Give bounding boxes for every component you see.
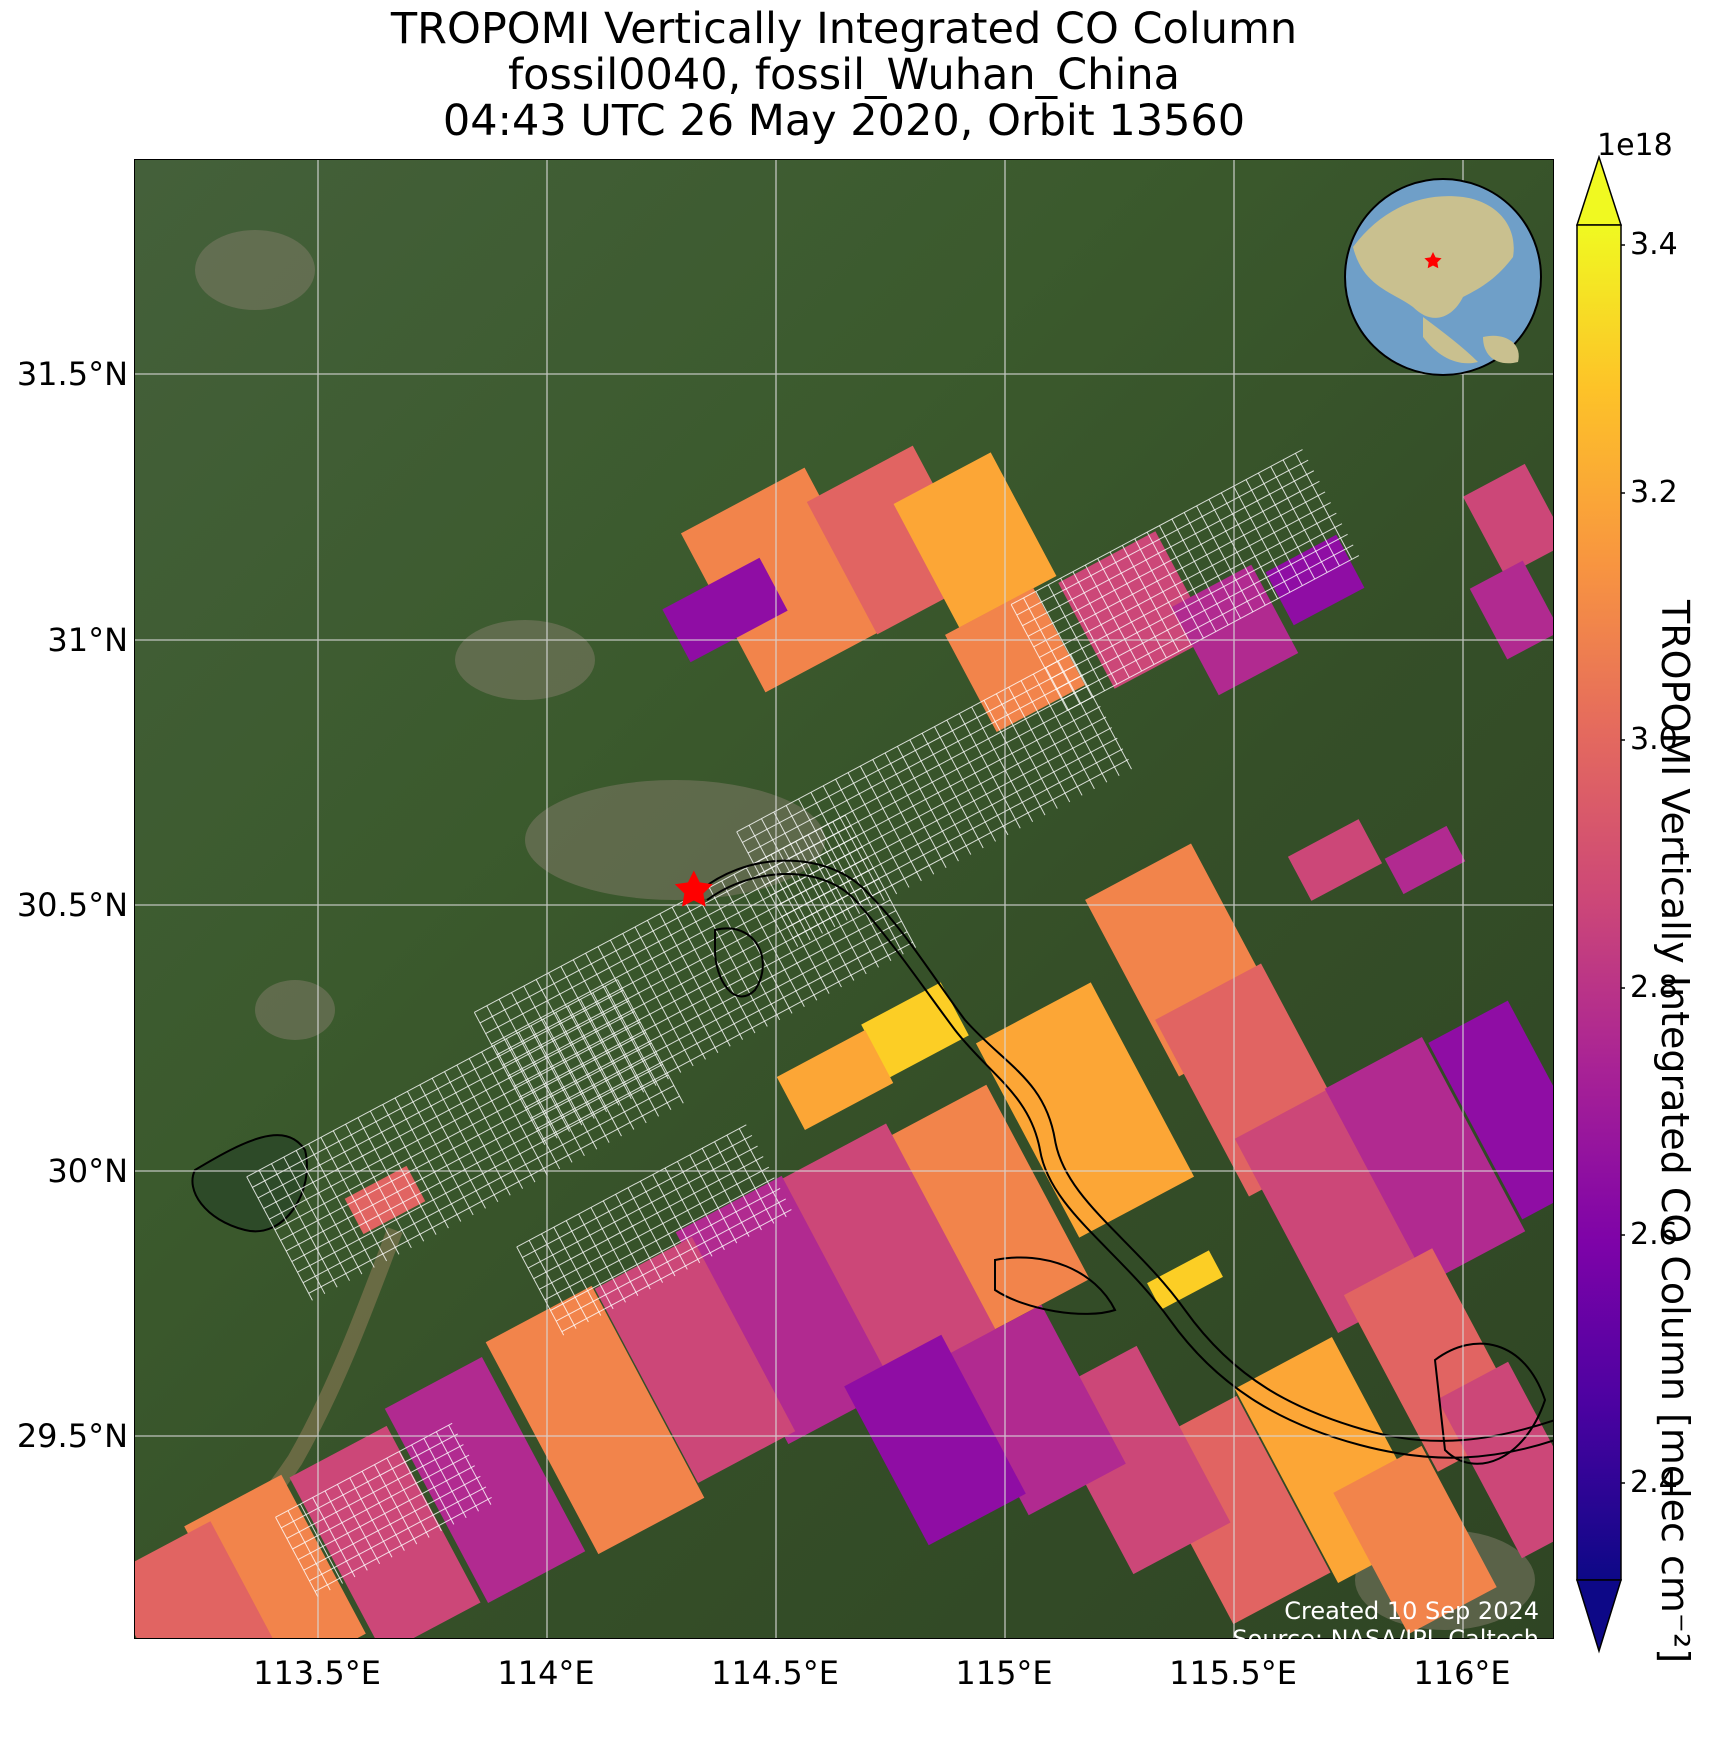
co-pixel-block bbox=[1147, 1250, 1223, 1310]
co-pixel-block bbox=[861, 982, 969, 1078]
lon-tick-label: 114°E bbox=[497, 1654, 595, 1692]
co-pixel-block bbox=[662, 557, 788, 663]
colorbar-extend-max bbox=[1575, 155, 1623, 226]
colorbar bbox=[1575, 155, 1625, 1654]
colorbar-scale-label: 1e18 bbox=[1597, 128, 1673, 163]
sounding-grid bbox=[516, 1124, 792, 1336]
colorbar-tick-label: 3.0 bbox=[1630, 722, 1678, 757]
co-pixel-block bbox=[944, 1304, 1126, 1516]
graticule bbox=[135, 160, 1553, 1638]
co-pixel-block bbox=[975, 982, 1195, 1238]
co-pixel-block bbox=[1265, 534, 1365, 626]
co-pixel-block bbox=[1428, 1000, 1553, 1220]
sounding-grid bbox=[1010, 449, 1360, 711]
co-pixel-block bbox=[289, 1425, 481, 1638]
co-pixel-block bbox=[1469, 560, 1553, 660]
co-pixel-block bbox=[384, 1357, 586, 1603]
map-canvas bbox=[135, 160, 1553, 1638]
credit-created: Created 10 Sep 2024 bbox=[1284, 1597, 1539, 1625]
lat-tick-label: 29.5°N bbox=[16, 1417, 128, 1455]
co-pixel-block bbox=[1234, 1087, 1436, 1333]
co-pixel-block bbox=[344, 1165, 426, 1235]
co-pixel-block bbox=[184, 1474, 366, 1638]
lon-tick-label: 115.5°E bbox=[1169, 1654, 1297, 1692]
colorbar-gradient bbox=[1576, 224, 1622, 1581]
co-pixel-block bbox=[945, 587, 1085, 733]
river-outline bbox=[694, 859, 1553, 1465]
co-pixel-block bbox=[1287, 819, 1383, 901]
sounding-grid bbox=[473, 814, 917, 1146]
co-pixel-block bbox=[135, 1521, 286, 1638]
plot-title-line-3: 04:43 UTC 26 May 2020, Orbit 13560 bbox=[442, 96, 1246, 146]
colorbar-label: TROPOMI Vertically Integrated CO Column … bbox=[1653, 600, 1697, 1664]
co-pixel-block bbox=[893, 452, 1057, 628]
site-star-icon[interactable] bbox=[674, 870, 713, 907]
co-pixel-block bbox=[680, 467, 890, 693]
co-pixel-block bbox=[776, 1030, 894, 1130]
co-pixel-block bbox=[1324, 1037, 1526, 1283]
colorbar-tick-label: 2.4 bbox=[1630, 1465, 1678, 1500]
colorbar-extend-min bbox=[1575, 1579, 1623, 1654]
colorbar-tick-label: 2.6 bbox=[1630, 1217, 1678, 1252]
sounding-grid-layer bbox=[246, 449, 1360, 1597]
co-pixel-block bbox=[1437, 1361, 1553, 1559]
sounding-grid bbox=[275, 1422, 492, 1597]
colorbar-tick-label: 3.2 bbox=[1630, 475, 1678, 510]
plot-title-line-1: TROPOMI Vertically Integrated CO Column bbox=[390, 4, 1298, 54]
co-pixel-block bbox=[594, 1237, 796, 1483]
co-pixel-block bbox=[1462, 463, 1553, 577]
co-pixel-block bbox=[485, 1285, 705, 1555]
colorbar-tick-label: 2.8 bbox=[1630, 970, 1678, 1005]
co-pixel-block bbox=[880, 1084, 1090, 1336]
lon-tick-label: 116°E bbox=[1413, 1654, 1511, 1692]
lat-tick-label: 31°N bbox=[47, 621, 128, 659]
colorbar-tick-label: 3.4 bbox=[1630, 227, 1678, 262]
co-pixel-block bbox=[675, 1175, 895, 1445]
lat-tick-label: 30.5°N bbox=[16, 886, 128, 924]
co-pixel-block bbox=[844, 1334, 1026, 1546]
inset-site-star-icon bbox=[1424, 252, 1442, 269]
plot-title-line-2: fossil0040, fossil_Wuhan_China bbox=[508, 50, 1180, 100]
co-pixel-block bbox=[1058, 531, 1212, 689]
lat-tick-label: 31.5°N bbox=[16, 355, 128, 393]
co-pixel-block bbox=[771, 1123, 999, 1397]
lon-tick-label: 113.5°E bbox=[253, 1654, 381, 1692]
map-panel[interactable] bbox=[134, 159, 1554, 1639]
lat-tick-label: 30°N bbox=[47, 1152, 128, 1190]
credit-source: Source: NASA/JPL-Caltech bbox=[1232, 1625, 1539, 1653]
lon-tick-label: 115°E bbox=[955, 1654, 1053, 1692]
lon-tick-label: 114.5°E bbox=[711, 1654, 839, 1692]
co-pixel-block bbox=[1333, 1445, 1497, 1635]
co-pixel-block bbox=[1384, 825, 1466, 895]
inset-globe bbox=[1344, 178, 1542, 376]
